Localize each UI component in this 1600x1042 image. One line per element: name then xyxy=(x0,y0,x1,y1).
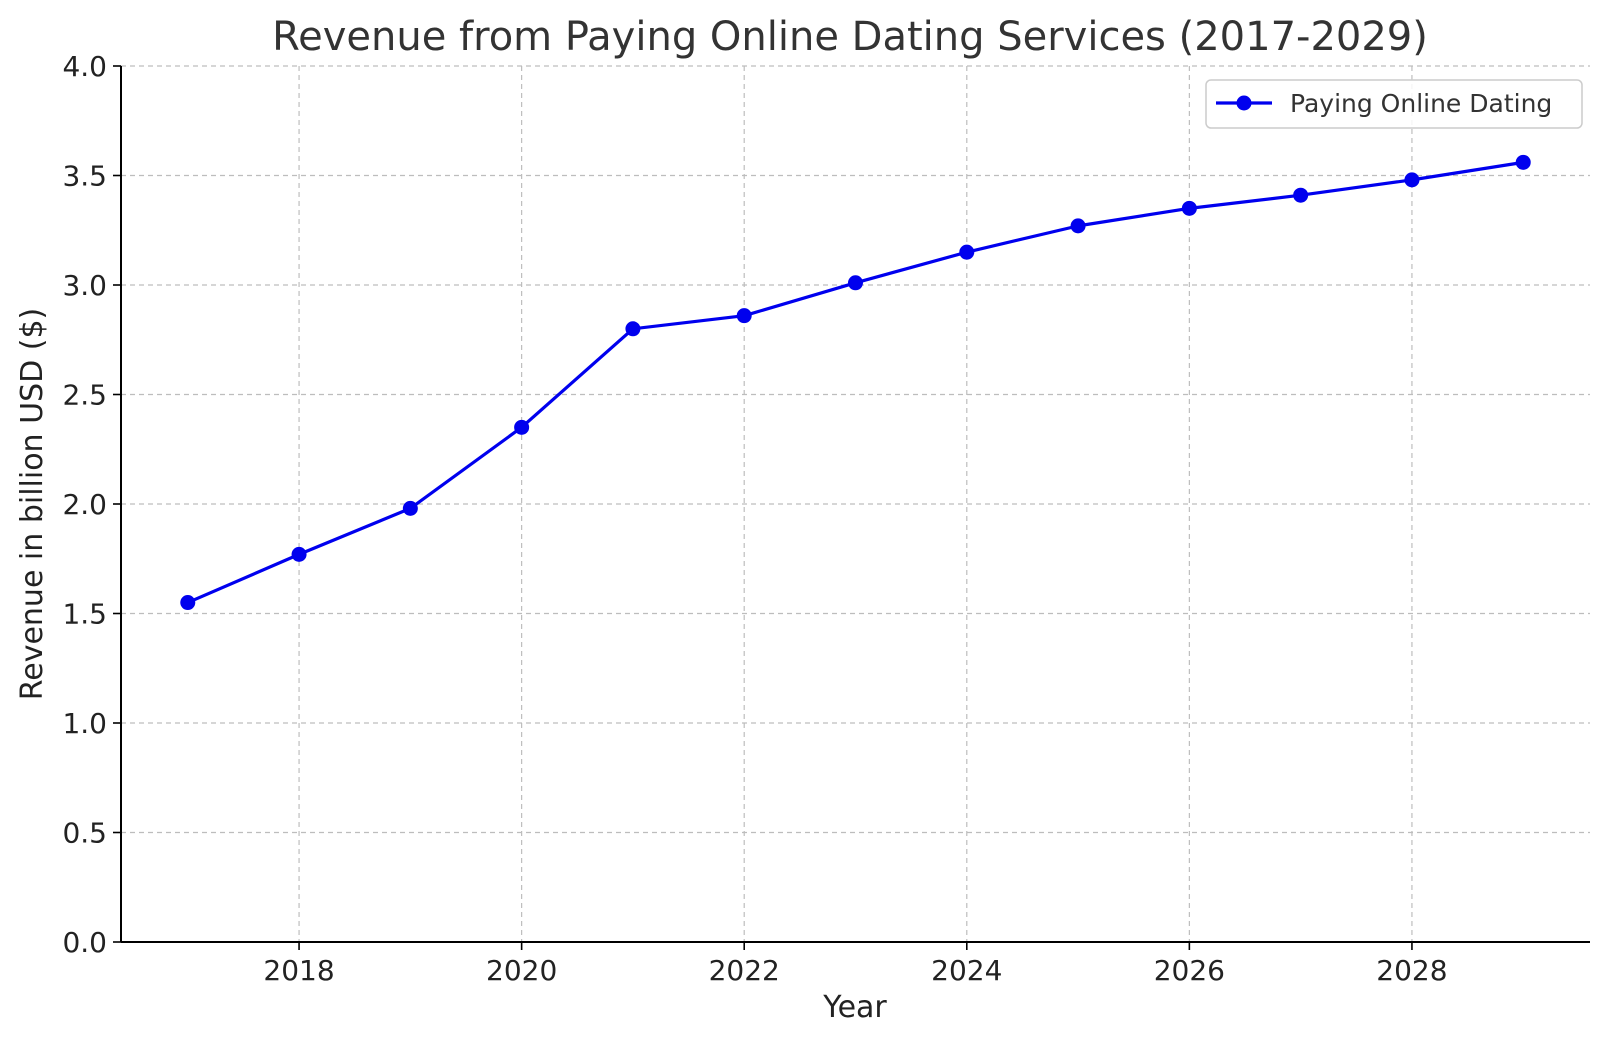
data-point xyxy=(514,419,530,435)
x-tick-label: 2018 xyxy=(263,954,334,987)
x-tick-label: 2024 xyxy=(931,954,1002,987)
data-point xyxy=(180,595,196,611)
data-point xyxy=(625,321,641,337)
legend-label: Paying Online Dating xyxy=(1290,89,1552,118)
data-point xyxy=(291,546,307,562)
y-axis-ticks: 0.0 0.5 1.0 1.5 2.0 2.5 3.0 3.5 4.0 xyxy=(62,50,121,959)
y-tick-label: 2.0 xyxy=(62,488,107,521)
y-tick-label: 0.5 xyxy=(62,817,107,850)
data-point xyxy=(959,244,975,260)
y-tick-label: 2.5 xyxy=(62,379,107,412)
data-point xyxy=(402,500,418,516)
y-tick-label: 3.0 xyxy=(62,269,107,302)
y-tick-label: 1.0 xyxy=(62,707,107,740)
data-point xyxy=(736,308,752,324)
data-point xyxy=(1515,154,1531,170)
legend: Paying Online Dating xyxy=(1205,79,1583,129)
x-tick-label: 2020 xyxy=(486,954,557,987)
x-axis-label: Year xyxy=(822,990,887,1025)
series-layer xyxy=(180,154,1531,611)
y-tick-label: 1.5 xyxy=(62,598,107,631)
data-point xyxy=(1181,200,1197,216)
x-axis-ticks: 2018 2020 2022 2024 2026 2028 xyxy=(263,942,1448,987)
y-axis-label: Revenue in billion USD ($) xyxy=(15,308,50,701)
y-tick-label: 3.5 xyxy=(62,160,107,193)
y-tick-label: 0.0 xyxy=(62,926,107,959)
x-tick-label: 2022 xyxy=(709,954,780,987)
data-point xyxy=(1404,172,1420,188)
legend-swatch-marker xyxy=(1236,95,1252,111)
legend-frame xyxy=(1205,79,1583,129)
x-tick-label: 2026 xyxy=(1154,954,1225,987)
x-tick-label: 2028 xyxy=(1376,954,1447,987)
data-point xyxy=(1070,218,1086,234)
data-point xyxy=(1293,187,1309,203)
data-point xyxy=(848,275,863,291)
y-tick-label: 4.0 xyxy=(62,50,107,83)
chart-title: Revenue from Paying Online Dating Servic… xyxy=(272,14,1428,60)
